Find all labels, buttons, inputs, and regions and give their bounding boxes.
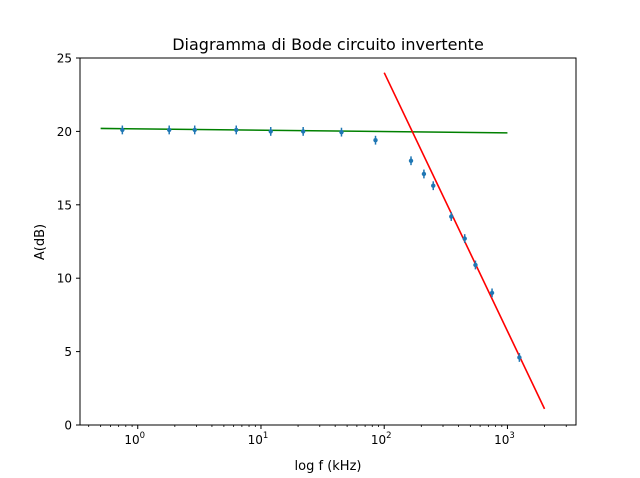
data-point <box>489 290 495 296</box>
data-points <box>120 125 522 362</box>
x-tick-exponent: 3 <box>509 431 514 441</box>
x-tick-base: 10 <box>371 433 386 447</box>
y-tick-label: 25 <box>57 52 72 66</box>
data-point <box>339 129 344 135</box>
x-tick-exponent: 0 <box>140 431 145 441</box>
chart-title: Diagramma di Bode circuito invertente <box>172 35 484 54</box>
x-tick-base: 10 <box>494 433 509 447</box>
x-tick-base: 10 <box>248 433 263 447</box>
data-point <box>408 158 414 163</box>
y-axis-label: A(dB) <box>33 224 48 260</box>
x-tick-label: 102 <box>371 431 392 447</box>
data-point <box>449 214 454 219</box>
x-tick-label: 100 <box>124 431 145 447</box>
data-point <box>234 127 239 133</box>
x-tick-label: 101 <box>248 431 269 447</box>
data-point <box>192 127 197 133</box>
y-tick-label: 0 <box>64 419 72 433</box>
data-point <box>268 129 273 134</box>
plot-frame <box>79 57 577 426</box>
x-tick-base: 10 <box>124 433 139 447</box>
x-tick-label: 103 <box>494 431 515 447</box>
data-point <box>517 355 522 360</box>
data-point <box>300 129 306 134</box>
data-point <box>166 127 172 133</box>
x-axis-label: log f (kHz) <box>295 459 362 474</box>
data-point <box>421 171 427 177</box>
x-tick-exponent: 2 <box>386 431 391 441</box>
y-tick-label: 10 <box>57 272 72 286</box>
y-tick-label: 5 <box>64 345 72 359</box>
data-point <box>373 138 378 143</box>
data-point <box>462 236 467 241</box>
data-point <box>431 183 436 188</box>
data-point <box>120 127 125 133</box>
y-tick-label: 15 <box>57 198 72 212</box>
y-tick-label: 20 <box>57 125 72 139</box>
data-point <box>473 262 478 268</box>
x-tick-exponent: 1 <box>263 431 268 441</box>
